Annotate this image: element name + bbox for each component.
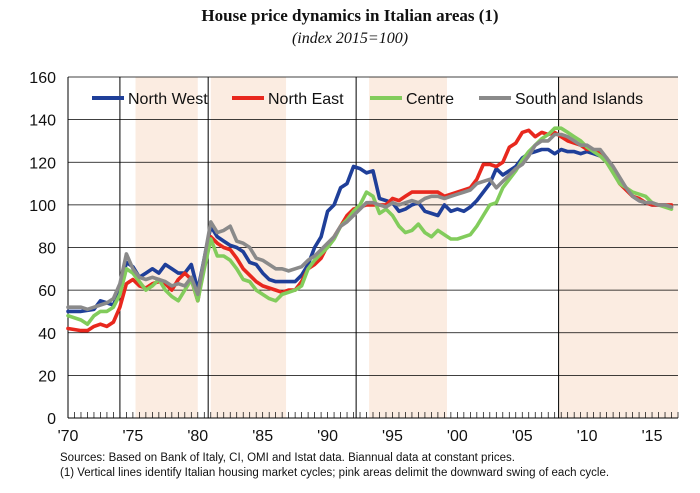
legend-label-south-and-islands: South and Islands	[515, 91, 643, 108]
y-tick-label-40: 40	[38, 326, 56, 343]
x-tick-label-1980: '80	[187, 428, 208, 445]
series-line-north-west	[66, 147, 674, 314]
x-tick-label-2015: '15	[642, 428, 663, 445]
series-line-south-and-islands	[66, 132, 674, 312]
x-tick-label-2010: '10	[577, 428, 598, 445]
chart-title: House price dynamics in Italian areas (1…	[201, 6, 499, 25]
x-tick-label-1995: '95	[382, 428, 403, 445]
y-tick-label-0: 0	[47, 411, 56, 428]
chart-subtitle: (index 2015=100)	[291, 30, 409, 47]
footnote: (1) Vertical lines identify Italian hous…	[60, 467, 610, 479]
sources-note: Sources: Based on Bank of Italy, CI, OMI…	[60, 452, 515, 464]
legend-label-north-east: North East	[268, 91, 344, 108]
x-tick-label-1970: '70	[58, 428, 79, 445]
y-tick-label-160: 160	[29, 70, 56, 87]
y-tick-label-20: 20	[38, 368, 56, 385]
y-tick-label-60: 60	[38, 283, 56, 300]
y-tick-label-140: 140	[29, 113, 56, 130]
x-tick-label-2000: '00	[447, 428, 468, 445]
series-line-centre	[66, 126, 674, 326]
x-tick-label-1985: '85	[252, 428, 273, 445]
legend-label-centre: Centre	[406, 91, 454, 108]
chart-notes: Sources: Based on Bank of Italy, CI, OMI…	[60, 451, 690, 481]
x-tick-label-2005: '05	[512, 428, 533, 445]
y-tick-label-100: 100	[29, 198, 56, 215]
y-tick-label-120: 120	[29, 155, 56, 172]
y-tick-label-80: 80	[38, 241, 56, 258]
x-tick-label-1975: '75	[122, 428, 143, 445]
x-tick-label-1990: '90	[317, 428, 338, 445]
legend-label-north-west: North West	[128, 91, 208, 108]
